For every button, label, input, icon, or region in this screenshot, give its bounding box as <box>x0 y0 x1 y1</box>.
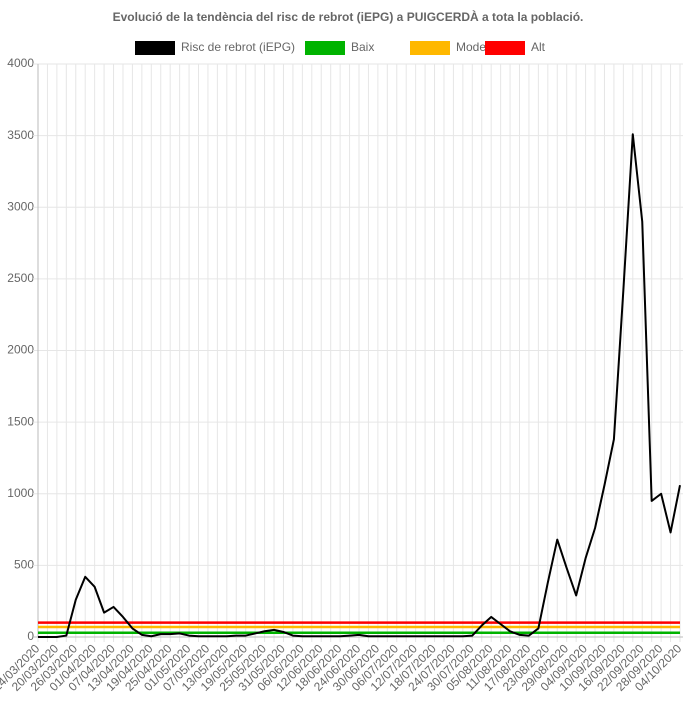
y-tick-label: 1000 <box>7 486 34 500</box>
legend-swatch[interactable] <box>135 41 175 55</box>
chart-title: Evolució de la tendència del risc de reb… <box>113 9 584 24</box>
legend-label[interactable]: Alt <box>531 40 546 54</box>
legend-swatch[interactable] <box>410 41 450 55</box>
y-tick-label: 500 <box>14 558 34 572</box>
legend-swatch[interactable] <box>305 41 345 55</box>
y-tick-label: 3000 <box>7 199 34 213</box>
y-tick-label: 1500 <box>7 414 34 428</box>
series-line <box>38 133 681 638</box>
y-tick-label: 4000 <box>7 56 34 70</box>
legend-label[interactable]: Risc de rebrot (iEPG) <box>181 40 295 54</box>
y-tick-label: 2500 <box>7 271 34 285</box>
legend-swatch[interactable] <box>485 41 525 55</box>
y-tick-label: 3500 <box>7 128 34 142</box>
y-tick-label: 2000 <box>7 343 34 357</box>
legend-label[interactable]: Baix <box>351 40 374 54</box>
y-tick-label: 0 <box>27 629 34 643</box>
